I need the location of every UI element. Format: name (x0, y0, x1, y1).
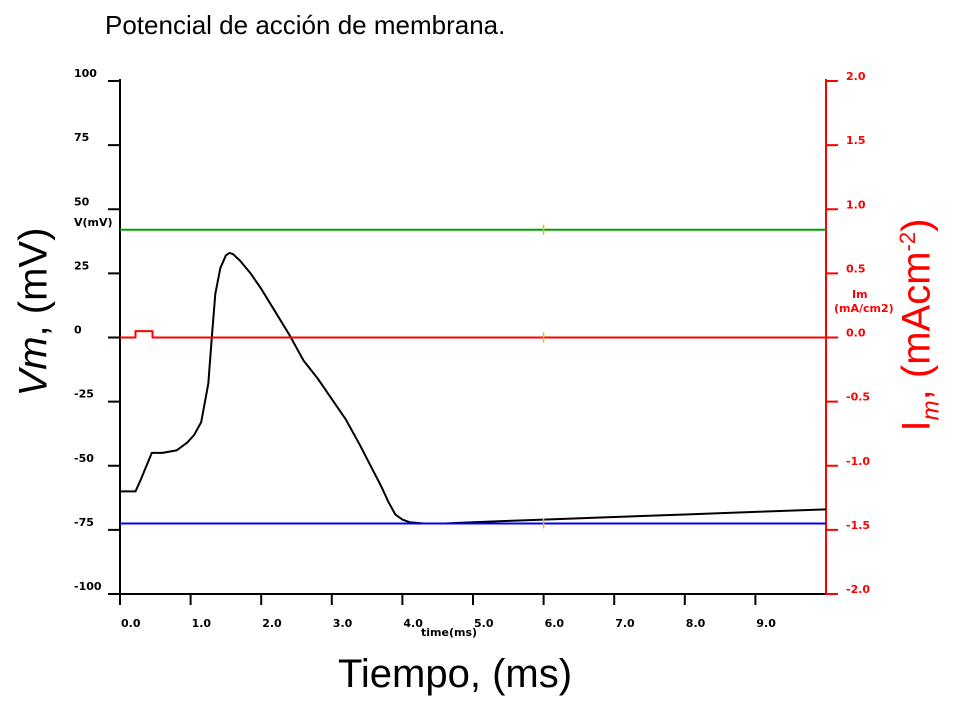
y-tick-label-right: -1.0 (846, 455, 870, 468)
x-tick-label: 1.0 (192, 617, 212, 630)
y-tick-label-right: 1.0 (846, 198, 866, 211)
y-tick-label-left: 75 (74, 131, 89, 144)
x-tick-label: 2.0 (262, 617, 282, 630)
y-tick-label-left: 25 (74, 259, 89, 272)
x-tick-label: 8.0 (686, 617, 706, 630)
y-tick-label-left: 100 (74, 67, 97, 80)
x-tick-label: 6.0 (545, 617, 565, 630)
y-tick-label-right: -1.5 (846, 519, 870, 532)
x-tick-label: 4.0 (403, 617, 423, 630)
series-line-0 (120, 251, 827, 525)
y-tick-label-left: -75 (74, 516, 94, 529)
y-axis-right-inner-unit: (mA/cm2) (834, 302, 894, 315)
y-tick-label-left: -50 (74, 452, 94, 465)
x-axis-label: Tiempo, (ms) (337, 652, 573, 696)
x-tick-label: 0.0 (121, 617, 141, 630)
y-tick-label-left: 50 (74, 195, 90, 208)
series-line-1 (120, 330, 826, 339)
y-axis-right-inner-label: Im (852, 288, 868, 301)
x-tick-label: 5.0 (474, 617, 494, 630)
y-axis-left-inner-label: V(mV) (74, 216, 113, 229)
y-tick-label-right: -0.5 (846, 391, 870, 404)
y-tick-label-left: 0 (74, 324, 82, 337)
x-tick-label: 9.0 (756, 617, 776, 630)
x-tick-label: 3.0 (333, 617, 353, 630)
y-tick-label-right: -2.0 (846, 583, 870, 596)
y-tick-label-left: -25 (74, 388, 94, 401)
y-tick-label-right: 1.5 (846, 134, 866, 147)
x-axis-inner-label: time(ms) (421, 626, 477, 639)
y-tick-label-right: 0.5 (846, 262, 866, 275)
y-tick-label-left: -100 (74, 580, 102, 593)
x-tick-label: 7.0 (615, 617, 635, 630)
y-tick-label-right: 0.0 (846, 327, 866, 340)
y-tick-label-right: 2.0 (846, 70, 866, 83)
chart-title: Potencial de acción de membrana. (105, 10, 506, 40)
